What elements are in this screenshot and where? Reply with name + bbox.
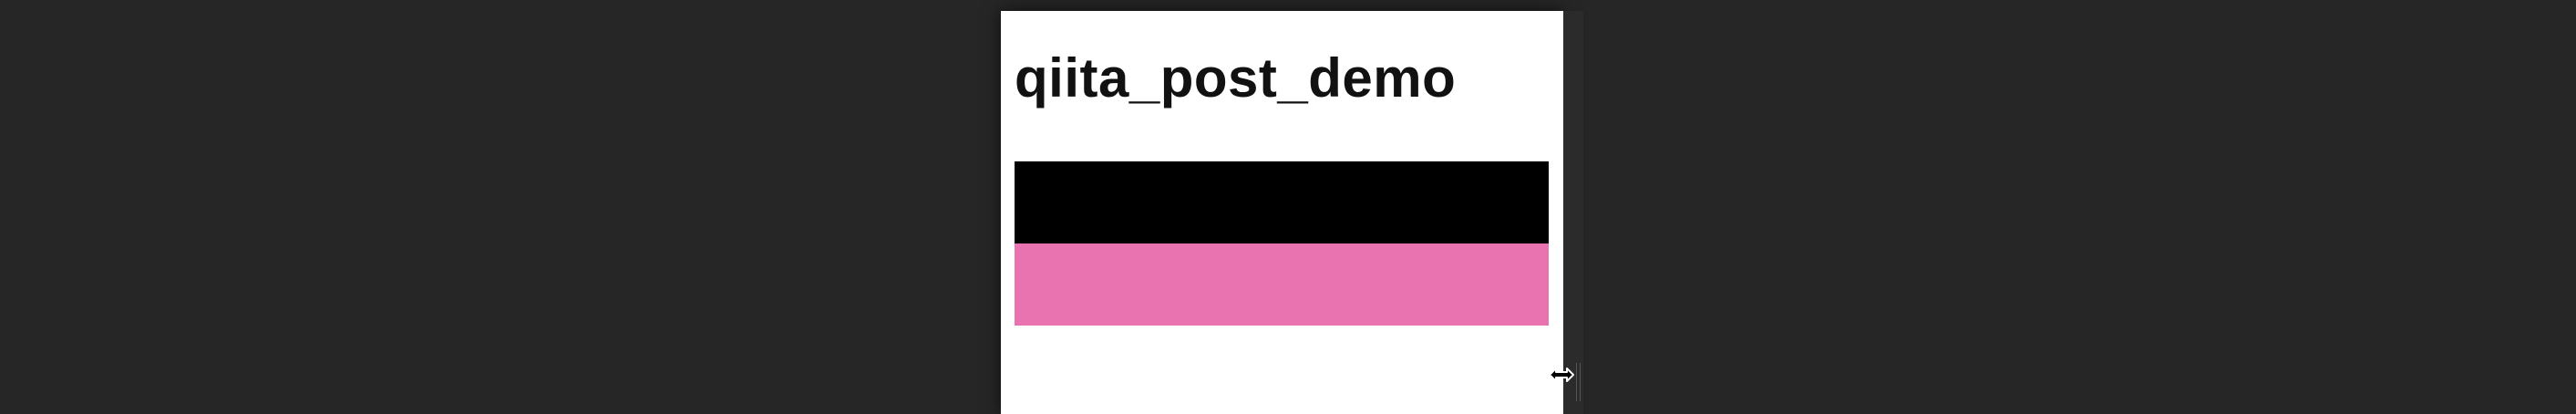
horizontal-resize-cursor-icon — [1548, 364, 1575, 386]
browser-viewport: qiita_post_demo — [1001, 11, 1563, 414]
pink-color-block — [1015, 243, 1549, 326]
viewport-resize-handle[interactable] — [1563, 11, 1583, 414]
black-color-block — [1015, 161, 1549, 243]
resize-grip-icon[interactable] — [1576, 363, 1581, 401]
page-title: qiita_post_demo — [1015, 51, 1456, 106]
